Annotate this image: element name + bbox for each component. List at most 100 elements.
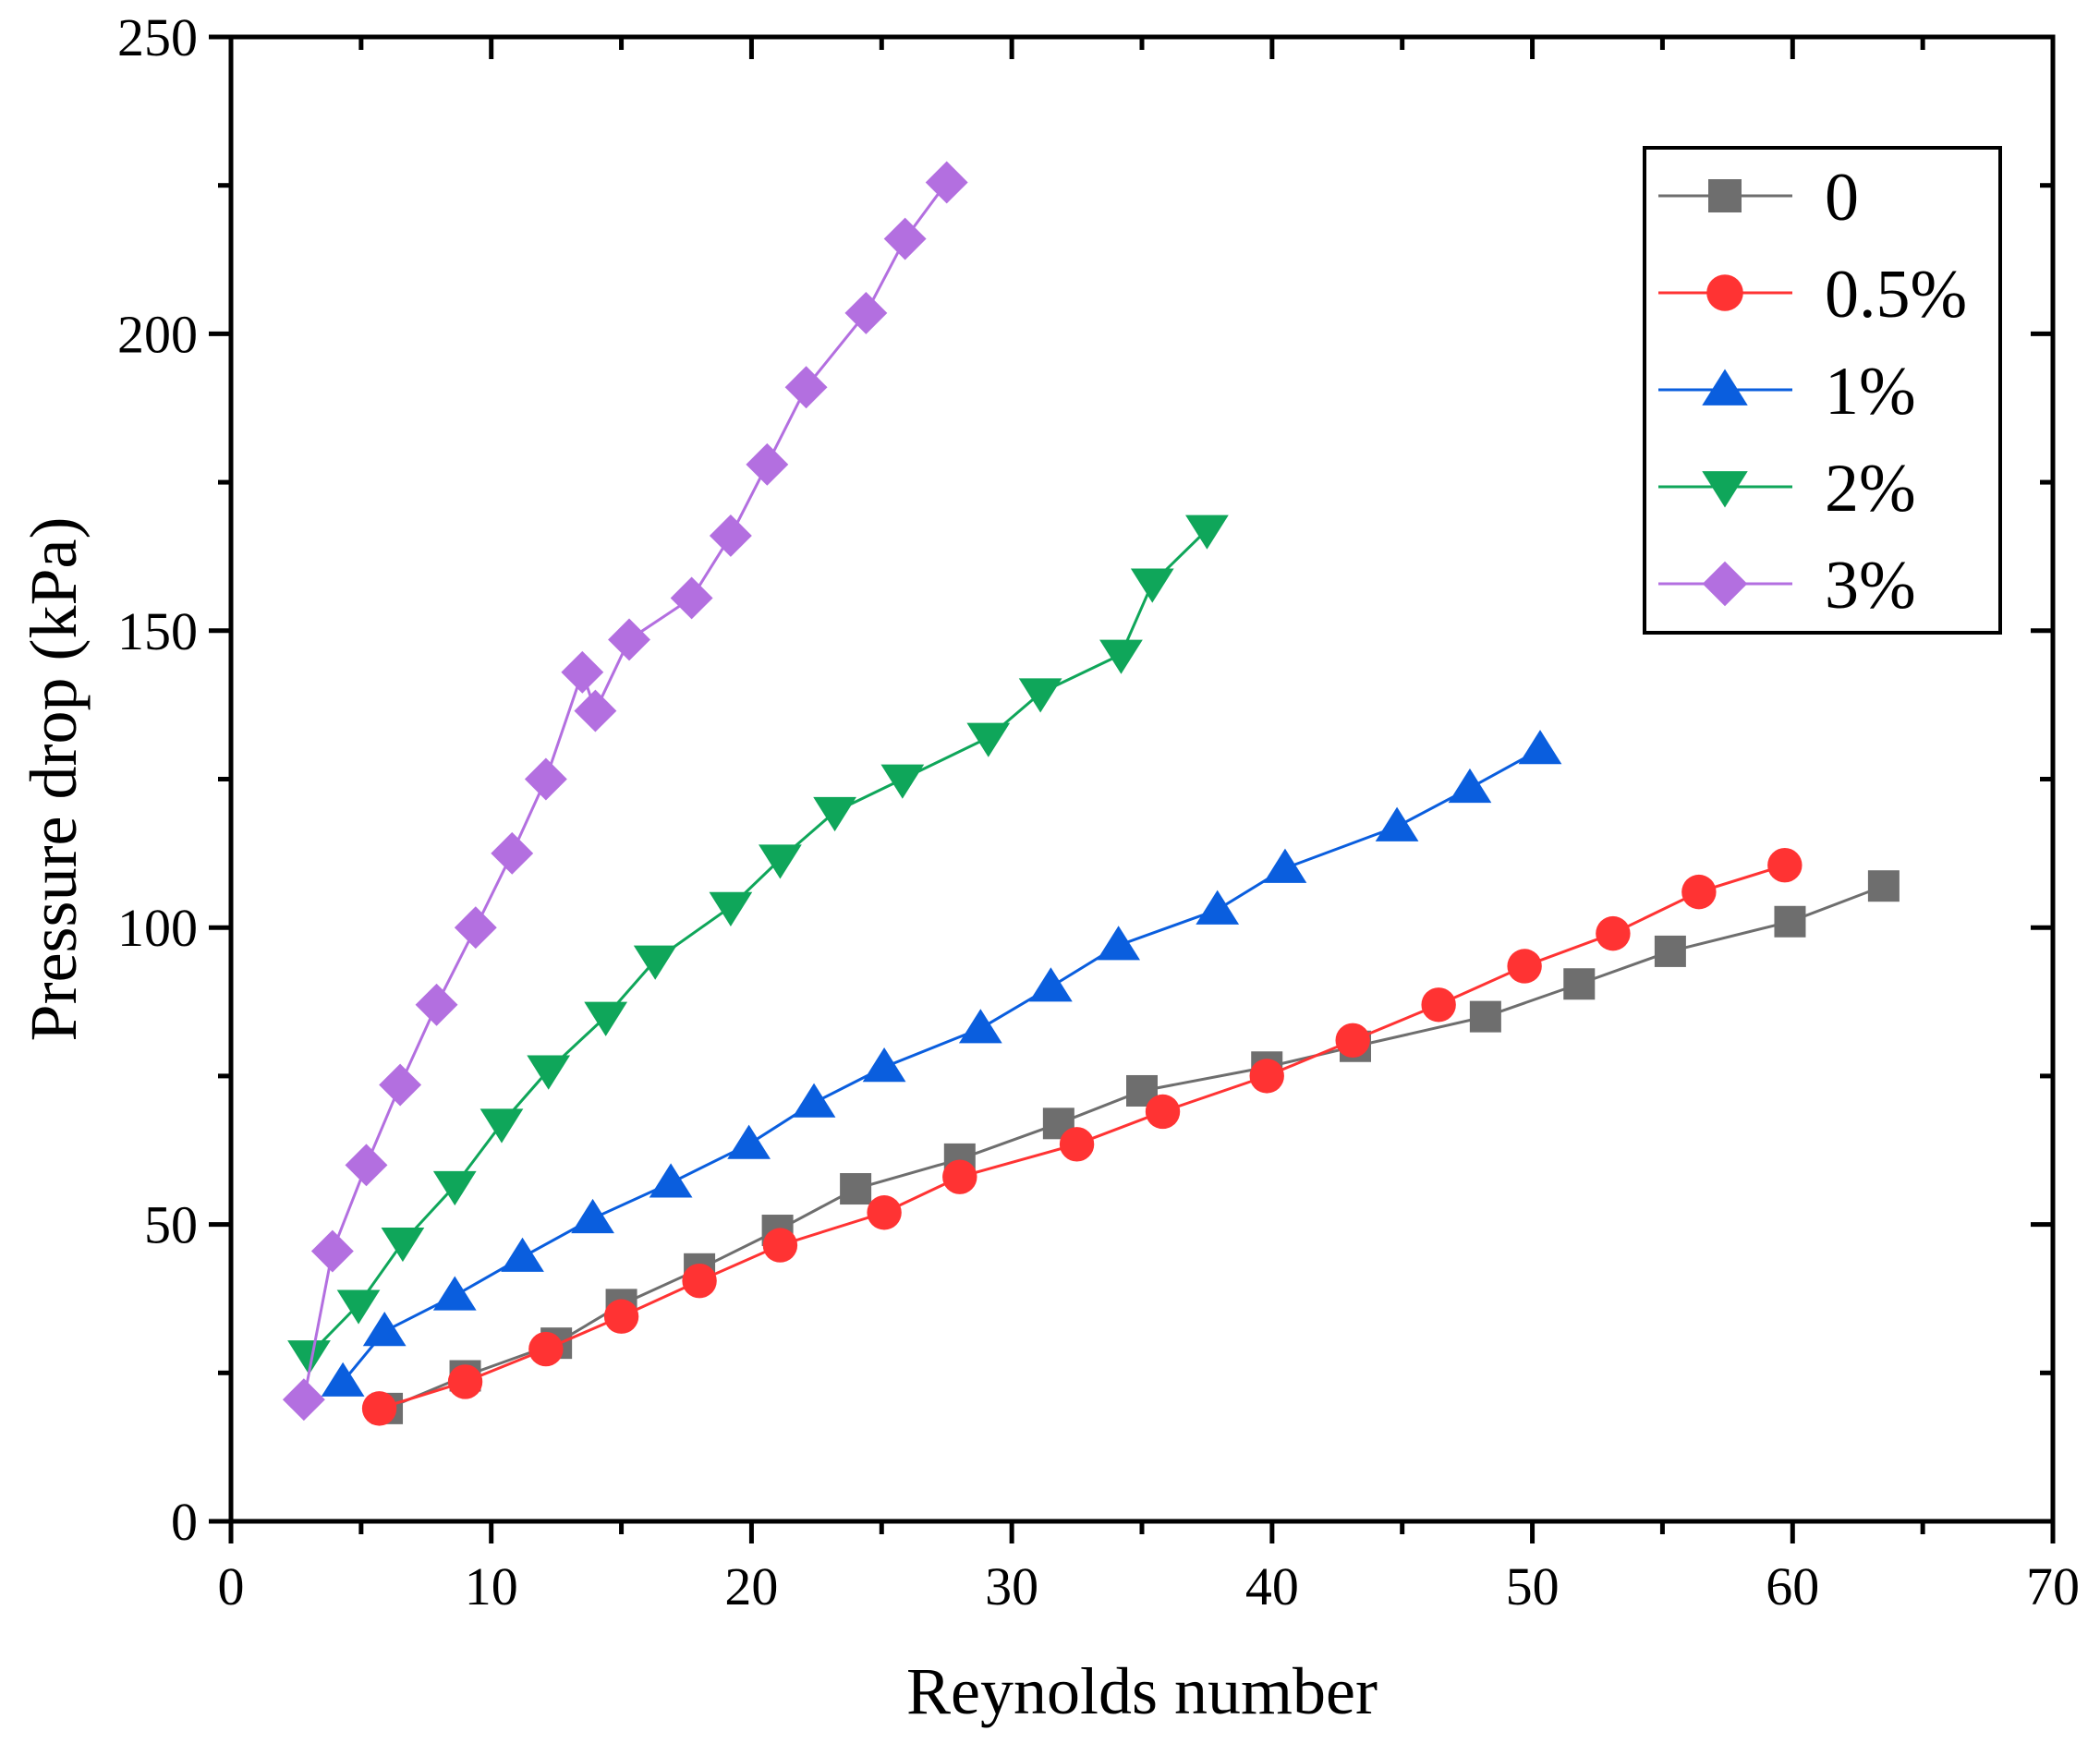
plot-frame xyxy=(228,34,2056,1524)
data-point xyxy=(571,1198,614,1234)
x-tick-label: 10 xyxy=(465,1556,518,1616)
data-point xyxy=(649,1163,693,1198)
data-point xyxy=(1196,890,1240,925)
data-point xyxy=(321,1362,365,1397)
legend: 0 0.5% 1% 2% 3% xyxy=(1643,146,2002,635)
legend-item: 2% xyxy=(1658,451,1916,527)
data-point xyxy=(813,796,856,832)
data-point xyxy=(336,1289,381,1325)
data-point xyxy=(379,1063,422,1107)
data-point xyxy=(415,983,458,1026)
tick-labels: 0 10 20 30 40 50 60 70 0 50 100 150 200 250 xyxy=(117,7,2080,1616)
data-point xyxy=(880,764,925,799)
data-point xyxy=(479,1108,524,1144)
data-point xyxy=(1681,874,1717,910)
data-point xyxy=(1469,1000,1501,1033)
data-point xyxy=(844,291,888,334)
y-tick-label: 100 xyxy=(117,898,198,958)
series-4 xyxy=(282,161,968,1422)
data-point xyxy=(603,1299,639,1334)
x-tick-label: 60 xyxy=(1766,1556,1819,1616)
x-axis-title: Reynolds number xyxy=(906,1654,1378,1728)
data-point xyxy=(682,1263,717,1299)
data-point xyxy=(361,1391,397,1426)
data-point xyxy=(1249,1059,1284,1094)
data-point xyxy=(1767,848,1803,883)
x-tick-label: 40 xyxy=(1245,1556,1299,1616)
data-point xyxy=(966,722,1011,757)
data-point xyxy=(501,1237,544,1272)
data-point xyxy=(1059,1127,1095,1162)
data-point xyxy=(1097,926,1141,961)
data-point xyxy=(727,1124,771,1159)
data-point xyxy=(1448,768,1492,804)
data-point xyxy=(1375,806,1419,841)
data-point xyxy=(633,945,677,980)
data-point xyxy=(584,1001,628,1036)
legend-marker xyxy=(1702,561,1748,607)
data-point xyxy=(867,1195,902,1230)
legend-marker xyxy=(1706,274,1743,311)
y-axis-title: Pressure drop (kPa) xyxy=(17,517,91,1042)
y-tick-label: 50 xyxy=(144,1195,198,1255)
data-point xyxy=(1335,1023,1370,1059)
series-1 xyxy=(361,848,1803,1426)
data-point xyxy=(1421,987,1456,1023)
data-point xyxy=(883,217,927,260)
data-point xyxy=(524,757,567,801)
data-point xyxy=(282,1378,325,1422)
data-point xyxy=(1185,514,1229,550)
data-point xyxy=(1654,935,1686,967)
data-point xyxy=(561,650,604,694)
legend-label: 1% xyxy=(1825,354,1916,430)
data-point xyxy=(491,831,534,875)
data-point xyxy=(432,1276,477,1311)
legend-item: 1% xyxy=(1658,354,1916,430)
legend-label: 2% xyxy=(1825,451,1916,527)
legend-marker xyxy=(1702,471,1748,508)
data-point xyxy=(942,1159,977,1194)
data-point xyxy=(1029,967,1073,1002)
y-tick-label: 250 xyxy=(117,7,198,67)
data-point xyxy=(1867,870,1900,902)
legend-label: 0.5% xyxy=(1825,257,1967,333)
data-point xyxy=(608,618,650,661)
legend-item: 3% xyxy=(1658,548,1916,623)
x-tick-label: 0 xyxy=(218,1556,245,1616)
data-point xyxy=(447,1364,483,1399)
data-point xyxy=(709,891,753,926)
data-point xyxy=(381,1227,425,1263)
legend-marker xyxy=(1702,369,1748,405)
legend-marker xyxy=(1708,179,1742,212)
data-point xyxy=(1507,949,1542,984)
y-tick-label: 200 xyxy=(117,304,198,364)
data-point xyxy=(528,1331,564,1367)
plot-series xyxy=(282,161,1900,1426)
data-point xyxy=(762,1228,798,1263)
data-point xyxy=(862,1047,906,1083)
data-point xyxy=(958,1009,1002,1044)
data-point xyxy=(287,1340,331,1375)
data-point xyxy=(670,576,713,620)
data-point xyxy=(1130,568,1174,603)
data-point xyxy=(925,161,968,204)
data-point xyxy=(345,1144,388,1187)
data-point xyxy=(746,442,789,486)
data-point xyxy=(759,844,802,879)
x-tick-label: 20 xyxy=(724,1556,778,1616)
y-tick-label: 150 xyxy=(117,601,198,661)
data-point xyxy=(1018,678,1062,713)
data-point xyxy=(709,514,752,557)
data-point xyxy=(792,1083,836,1118)
legend-item: 0.5% xyxy=(1658,257,1967,333)
data-point xyxy=(1145,1094,1181,1130)
data-point xyxy=(362,1312,407,1347)
data-point xyxy=(1563,968,1596,1000)
data-point xyxy=(527,1055,571,1090)
y-tick-label: 0 xyxy=(171,1492,198,1552)
data-point xyxy=(310,1229,354,1273)
series-3 xyxy=(287,514,1229,1375)
legend-label: 0 xyxy=(1825,160,1859,236)
x-tick-label: 70 xyxy=(2026,1556,2080,1616)
